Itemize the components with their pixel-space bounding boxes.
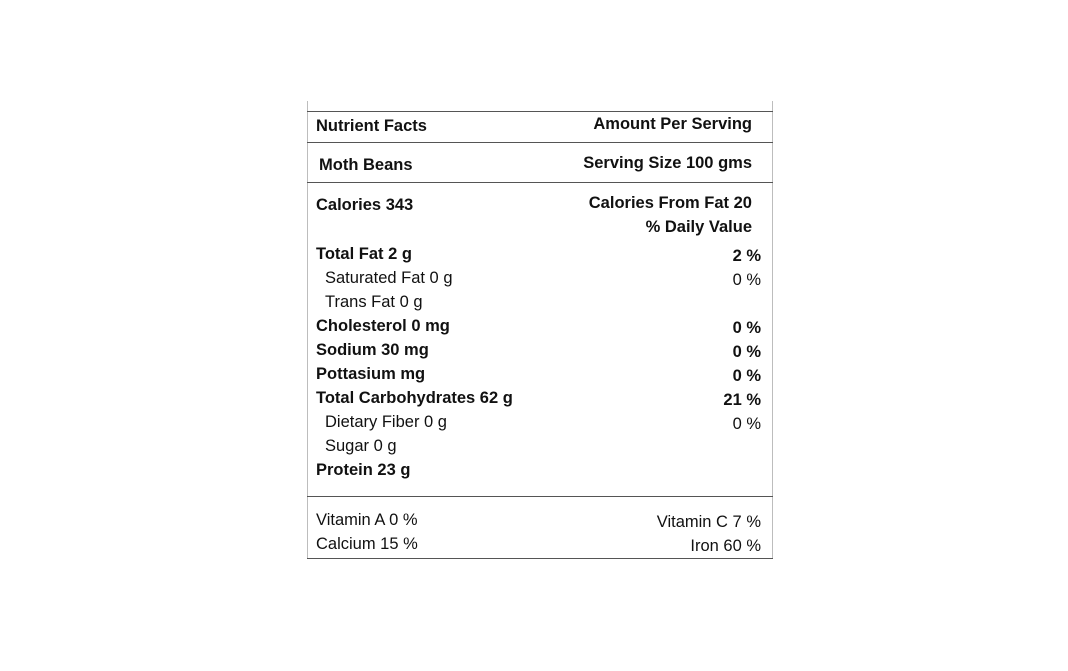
nutrient-sugar: Sugar 0 g — [325, 437, 397, 455]
label-title: Nutrient Facts — [316, 117, 427, 135]
dv-total-fat: 2 % — [732, 247, 761, 265]
nutrition-facts-panel — [307, 101, 773, 559]
nutrient-dietary-fiber: Dietary Fiber 0 g — [325, 413, 447, 431]
divider-header — [307, 142, 773, 143]
daily-value-header: % Daily Value — [645, 218, 752, 236]
nutrient-cholesterol: Cholesterol 0 mg — [316, 317, 450, 335]
divider-vitamins — [307, 496, 773, 497]
calories-from-fat: Calories From Fat 20 — [588, 194, 752, 212]
product-name: Moth Beans — [319, 156, 413, 174]
dv-saturated-fat: 0 % — [732, 271, 761, 289]
divider-top — [307, 111, 773, 112]
divider-serving — [307, 182, 773, 183]
nutrient-saturated-fat: Saturated Fat 0 g — [325, 269, 453, 287]
nutrient-trans-fat: Trans Fat 0 g — [325, 293, 423, 311]
dv-sodium: 0 % — [732, 343, 761, 361]
nutrient-total-carbohydrates: Total Carbohydrates 62 g — [316, 389, 513, 407]
dv-cholesterol: 0 % — [732, 319, 761, 337]
iron: Iron 60 % — [690, 537, 761, 555]
nutrient-sodium: Sodium 30 mg — [316, 341, 429, 359]
serving-size: Serving Size 100 gms — [583, 154, 752, 172]
vitamin-a: Vitamin A 0 % — [316, 511, 418, 529]
dv-potassium: 0 % — [732, 367, 761, 385]
label-amount-per-serving: Amount Per Serving — [593, 115, 752, 133]
calcium: Calcium 15 % — [316, 535, 418, 553]
dv-total-carbohydrates: 21 % — [723, 391, 761, 409]
nutrient-protein: Protein 23 g — [316, 461, 411, 479]
dv-dietary-fiber: 0 % — [732, 415, 761, 433]
nutrient-potassium: Pottasium mg — [316, 365, 426, 383]
divider-bottom — [307, 558, 773, 559]
vitamin-c: Vitamin C 7 % — [656, 513, 761, 531]
nutrient-total-fat: Total Fat 2 g — [316, 245, 412, 263]
calories: Calories 343 — [316, 196, 414, 214]
